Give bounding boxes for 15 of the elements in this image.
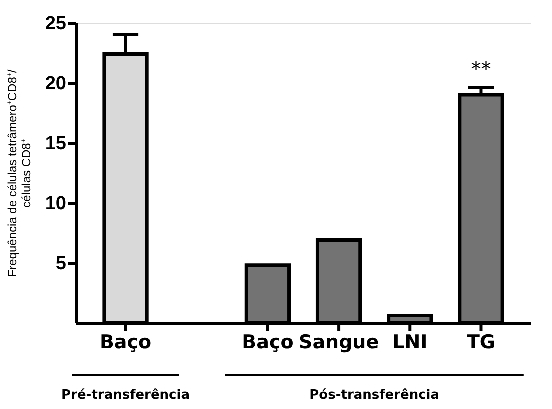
x-tick-label: TG <box>466 332 496 354</box>
x-tick-label: Sangue <box>299 332 380 354</box>
y-tick-label: 25 <box>45 14 67 34</box>
text: Pós-transferência <box>310 388 440 403</box>
annotation: ** <box>471 56 492 81</box>
text: células CD8⁺ <box>19 139 34 208</box>
x-tick-label: LNI <box>392 332 428 354</box>
y-tick-label: 10 <box>45 194 66 214</box>
x-tick-label: Baço <box>242 332 294 354</box>
x-tick-label: Baço <box>100 332 152 354</box>
text: Pré-transferência <box>62 388 190 403</box>
y-tick-label: 5 <box>56 254 67 274</box>
y-tick-label: 15 <box>45 134 67 154</box>
text: Frequência de células tetrâmero⁺CD8⁺/ <box>5 70 20 278</box>
y-tick-label: 20 <box>45 74 66 94</box>
